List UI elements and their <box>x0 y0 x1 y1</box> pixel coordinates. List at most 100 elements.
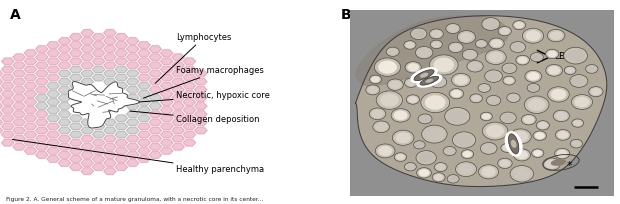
Circle shape <box>557 131 569 139</box>
Circle shape <box>421 92 450 113</box>
Circle shape <box>387 79 404 90</box>
Polygon shape <box>58 111 71 118</box>
Polygon shape <box>13 119 25 126</box>
Polygon shape <box>149 46 161 52</box>
Polygon shape <box>81 168 94 174</box>
Polygon shape <box>92 131 105 138</box>
Circle shape <box>413 30 425 38</box>
Circle shape <box>405 62 421 73</box>
Circle shape <box>430 29 443 39</box>
Circle shape <box>445 148 454 154</box>
Polygon shape <box>36 119 48 126</box>
Polygon shape <box>161 74 173 81</box>
Polygon shape <box>36 95 48 101</box>
Polygon shape <box>92 156 105 162</box>
Polygon shape <box>126 95 139 101</box>
Circle shape <box>481 167 496 177</box>
Polygon shape <box>70 66 82 73</box>
Circle shape <box>373 121 389 133</box>
Circle shape <box>567 50 584 62</box>
Circle shape <box>500 160 510 167</box>
Polygon shape <box>149 95 161 101</box>
Circle shape <box>371 76 380 82</box>
Polygon shape <box>58 70 71 77</box>
Polygon shape <box>13 103 25 109</box>
Polygon shape <box>161 123 173 130</box>
Polygon shape <box>81 160 94 166</box>
Polygon shape <box>115 42 127 48</box>
Circle shape <box>404 41 416 49</box>
Circle shape <box>487 95 501 105</box>
Polygon shape <box>92 34 105 40</box>
Polygon shape <box>126 62 139 69</box>
Ellipse shape <box>414 70 434 81</box>
Circle shape <box>572 119 583 127</box>
Polygon shape <box>81 46 94 52</box>
Polygon shape <box>149 103 161 109</box>
Circle shape <box>420 115 430 122</box>
Circle shape <box>572 141 581 147</box>
Ellipse shape <box>425 79 433 83</box>
Polygon shape <box>24 50 37 57</box>
Polygon shape <box>81 127 94 134</box>
Circle shape <box>436 164 445 170</box>
Circle shape <box>396 154 405 160</box>
Circle shape <box>513 131 528 142</box>
Polygon shape <box>47 99 60 105</box>
Circle shape <box>486 125 504 137</box>
Polygon shape <box>184 58 195 65</box>
Polygon shape <box>0 95 2 101</box>
Polygon shape <box>172 62 184 69</box>
Circle shape <box>574 97 590 107</box>
Polygon shape <box>126 119 139 126</box>
Polygon shape <box>138 156 150 162</box>
Polygon shape <box>47 82 60 89</box>
Polygon shape <box>36 78 48 85</box>
Polygon shape <box>115 156 127 162</box>
Polygon shape <box>126 152 139 158</box>
Circle shape <box>548 66 560 75</box>
Polygon shape <box>58 152 71 158</box>
Circle shape <box>572 95 593 109</box>
Polygon shape <box>47 156 60 162</box>
Circle shape <box>451 73 471 87</box>
Circle shape <box>371 110 384 118</box>
Circle shape <box>503 145 512 151</box>
Circle shape <box>507 93 520 102</box>
Polygon shape <box>24 107 37 113</box>
Polygon shape <box>161 99 173 105</box>
Polygon shape <box>13 127 25 134</box>
Polygon shape <box>68 82 140 128</box>
Circle shape <box>527 72 539 81</box>
Circle shape <box>433 58 454 72</box>
Circle shape <box>516 55 529 65</box>
Circle shape <box>484 19 497 29</box>
Circle shape <box>542 158 560 170</box>
Circle shape <box>422 125 447 143</box>
Circle shape <box>376 91 402 109</box>
Circle shape <box>529 85 538 91</box>
Polygon shape <box>115 66 127 73</box>
Polygon shape <box>149 111 161 118</box>
Polygon shape <box>195 127 207 134</box>
Circle shape <box>556 130 570 140</box>
Polygon shape <box>70 131 82 138</box>
Polygon shape <box>0 111 2 118</box>
Circle shape <box>370 108 386 120</box>
Circle shape <box>547 29 565 42</box>
Circle shape <box>482 113 490 120</box>
Circle shape <box>389 81 401 89</box>
Polygon shape <box>104 46 116 52</box>
Polygon shape <box>36 143 48 150</box>
Polygon shape <box>104 30 116 36</box>
Polygon shape <box>24 147 37 154</box>
Ellipse shape <box>551 159 566 166</box>
Circle shape <box>380 93 399 107</box>
Ellipse shape <box>511 140 516 148</box>
Polygon shape <box>104 152 116 158</box>
Circle shape <box>508 94 518 101</box>
Circle shape <box>587 66 596 72</box>
Circle shape <box>547 87 569 102</box>
Circle shape <box>551 89 566 100</box>
Polygon shape <box>58 46 71 52</box>
